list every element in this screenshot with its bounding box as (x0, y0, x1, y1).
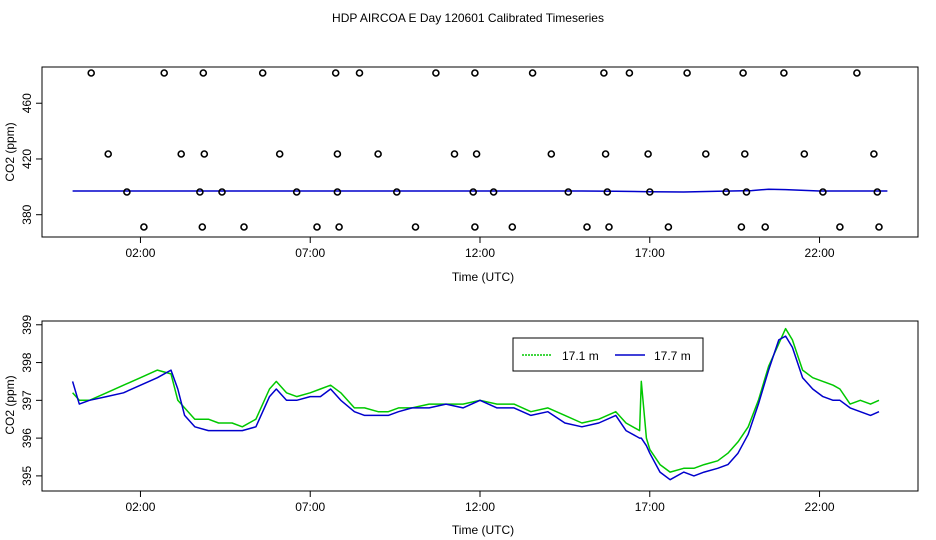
top-scatter-point (601, 150, 610, 158)
top-scatter-point (737, 223, 746, 231)
top-scatter-point (140, 223, 148, 231)
top-scatter-point (199, 69, 208, 77)
top-scatter-point (374, 150, 382, 158)
top-scatter-point (313, 223, 321, 231)
top-scatter-point (489, 188, 498, 196)
bottom-y-tick-label: 395 (20, 466, 34, 486)
series-17-7-line (71, 335, 880, 481)
top-scatter-point (218, 188, 226, 196)
bottom-y-tick-label: 398 (20, 352, 34, 372)
bottom-x-axis-label: Time (UTC) (452, 523, 514, 537)
top-scatter-point (508, 223, 517, 231)
top-scatter-point (333, 188, 342, 196)
top-scatter-point (200, 150, 209, 158)
legend-label-17-7: 17.7 m (654, 349, 691, 363)
top-co2-line (72, 188, 888, 193)
bottom-x-tick-label: 17:00 (635, 500, 665, 514)
top-scatter-point (469, 188, 478, 196)
figure-title: HDP AIRCOA E Day 120601 Calibrated Times… (332, 11, 604, 25)
top-scatter-point (87, 69, 95, 77)
top-scatter-point (625, 69, 634, 77)
top-scatter-point (198, 223, 207, 231)
top-scatter-point (160, 69, 168, 77)
top-y-tick-label: 380 (20, 204, 34, 224)
top-scatter-point (292, 188, 301, 196)
top-scatter-point (331, 69, 340, 77)
top-series (72, 188, 888, 193)
top-scatter-point (722, 188, 731, 196)
top-scatter-point (450, 150, 459, 158)
bottom-y-axis-label: CO2 (ppm) (3, 375, 17, 434)
top-scatter-point (528, 69, 537, 77)
top-scatter-point (335, 223, 343, 231)
top-scatter-point (196, 188, 204, 196)
top-x-tick-label: 07:00 (295, 246, 325, 260)
top-axes: 02:00 07:00 12:00 17:00 22:00 380 420 460 (20, 93, 835, 260)
top-scatter-point (104, 150, 112, 158)
top-x-tick-label: 02:00 (125, 246, 155, 260)
bottom-y-tick-label: 399 (20, 314, 34, 334)
top-scatter-point (645, 188, 654, 196)
top-scatter-point (605, 223, 613, 231)
top-scatter-point (258, 69, 267, 77)
top-scatter-points (87, 69, 883, 231)
top-scatter-point (472, 150, 481, 158)
top-scatter-point (853, 69, 861, 77)
bottom-x-tick-label: 02:00 (125, 500, 155, 514)
top-x-tick-label: 22:00 (805, 246, 835, 260)
top-y-axis-label: CO2 (ppm) (3, 122, 17, 181)
bottom-y-tick-label: 397 (20, 390, 34, 410)
top-scatter-point (739, 69, 747, 77)
top-scatter-point (873, 188, 882, 196)
top-scatter-point (355, 69, 364, 77)
top-scatter-point (740, 150, 749, 158)
top-scatter-point (683, 69, 691, 77)
bottom-x-tick-label: 12:00 (465, 500, 495, 514)
bottom-series (71, 327, 880, 481)
top-scatter-point (603, 188, 612, 196)
top-scatter-point (471, 69, 479, 77)
top-scatter-point (392, 188, 401, 196)
top-scatter-point (800, 150, 809, 158)
top-scatter-point (177, 150, 185, 158)
top-scatter-point (240, 223, 248, 231)
top-scatter-point (411, 223, 420, 231)
bottom-x-tick-label: 22:00 (805, 500, 835, 514)
top-scatter-point (742, 188, 751, 196)
top-scatter-point (780, 69, 788, 77)
top-scatter-point (432, 69, 440, 77)
top-scatter-point (275, 150, 284, 158)
top-scatter-point (870, 150, 878, 158)
top-scatter-point (819, 188, 827, 196)
top-scatter-point (583, 223, 591, 231)
bottom-axes: 02:00 07:00 12:00 17:00 22:00 395 396 397 398 399 (20, 314, 835, 514)
top-scatter-point (761, 223, 770, 231)
legend-label-17-1: 17.1 m (562, 349, 599, 363)
top-plot-frame (41, 66, 919, 238)
bottom-x-tick-label: 07:00 (295, 500, 325, 514)
top-scatter-point (547, 150, 556, 158)
top-scatter-point (333, 150, 342, 158)
top-y-tick-label: 420 (20, 149, 34, 169)
top-scatter-point (836, 223, 844, 231)
top-x-axis-label: Time (UTC) (452, 270, 514, 284)
top-scatter-point (875, 223, 883, 231)
bottom-panel: 02:00 07:00 12:00 17:00 22:00 395 396 397 398 399… (3, 314, 919, 537)
top-panel: 02:00 07:00 12:00 17:00 22:00 380 420 460 Time … (3, 66, 919, 284)
series-17-1-line (72, 327, 880, 473)
legend: 17.1 m 17.7 m (512, 337, 704, 372)
top-y-tick-label: 460 (20, 93, 34, 113)
bottom-plot-frame (41, 320, 919, 492)
top-scatter-point (701, 150, 710, 158)
top-scatter-point (123, 188, 131, 196)
top-scatter-point (564, 188, 573, 196)
top-scatter-point (664, 223, 673, 231)
top-x-tick-label: 12:00 (465, 246, 495, 260)
top-scatter-point (644, 150, 652, 158)
bottom-y-tick-label: 396 (20, 428, 34, 448)
top-x-tick-label: 17:00 (635, 246, 665, 260)
top-scatter-point (600, 69, 608, 77)
top-scatter-point (471, 223, 479, 231)
